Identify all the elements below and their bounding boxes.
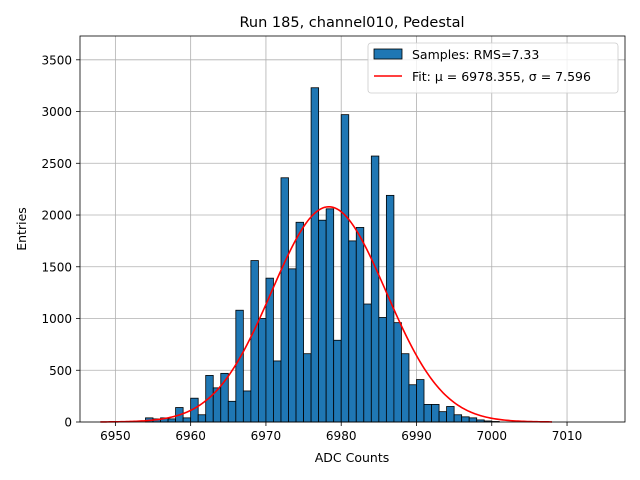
histogram-bar (393, 322, 402, 423)
histogram-bar (310, 87, 320, 423)
legend-histogram-label: Samples: RMS=7.33 (412, 47, 539, 62)
histogram-bar (348, 240, 357, 423)
histogram-bar (227, 400, 237, 423)
legend-bar-swatch (373, 48, 403, 60)
histogram-bar (280, 177, 289, 423)
histogram-bar (325, 208, 335, 423)
histogram-bar (401, 353, 410, 423)
y-axis-ticks: 0 500 1000 1500 2000 2500 3000 3500 (41, 53, 80, 430)
y-axis-label: Entries (14, 207, 29, 251)
histogram-bar (333, 339, 342, 423)
y-tick-label: 2500 (41, 157, 72, 171)
legend-box (367, 42, 619, 94)
histogram-bar (355, 227, 365, 423)
y-tick-label: 1000 (41, 312, 72, 326)
histogram-bar (461, 416, 470, 423)
histogram-bar (378, 317, 387, 423)
histogram-bar (416, 379, 425, 423)
histogram-bar (370, 155, 380, 423)
histogram-bar (468, 417, 478, 423)
histogram-bar (303, 353, 312, 423)
histogram-bar (318, 219, 327, 423)
y-tick-label: 3000 (41, 105, 72, 119)
histogram-bar (408, 384, 417, 423)
histogram-bar (167, 418, 177, 423)
x-tick-label: 6960 (175, 429, 206, 443)
histogram-bar (438, 411, 447, 423)
x-tick-label: 6950 (100, 429, 131, 443)
histogram-bar (288, 268, 297, 423)
histogram-bar (242, 390, 252, 423)
histogram-bar (273, 360, 282, 423)
histogram-bar (265, 277, 274, 423)
axes-frame (79, 35, 626, 423)
histogram-bar (258, 318, 267, 423)
histogram-bar (250, 260, 259, 423)
legend: Samples: RMS=7.33 Fit: μ = 6978.355, σ =… (367, 42, 619, 94)
histogram-bar (363, 303, 372, 423)
chart-title: Run 185, channel010, Pedestal (239, 15, 464, 31)
x-axis-label: ADC Counts (315, 450, 390, 465)
x-tick-label: 7000 (476, 429, 507, 443)
histogram-bar (423, 404, 432, 423)
histogram-bar (205, 375, 214, 423)
x-tick-label: 7010 (552, 429, 583, 443)
y-tick-label: 500 (49, 364, 72, 378)
histogram-bar (197, 414, 207, 423)
histogram-bar (431, 404, 440, 423)
x-tick-label: 6970 (251, 429, 282, 443)
x-tick-label: 6980 (326, 429, 357, 443)
histogram-bar (340, 114, 350, 423)
histogram-bar (453, 414, 463, 423)
histogram-bar (235, 309, 244, 423)
y-tick-label: 3500 (41, 53, 72, 67)
legend-fit-label: Fit: μ = 6978.355, σ = 7.596 (412, 69, 591, 84)
x-axis-ticks: 6950 6960 6970 6980 6990 7000 7010 (100, 422, 582, 443)
y-tick-label: 2000 (41, 209, 72, 223)
histogram-bar (446, 406, 455, 423)
x-tick-label: 6990 (401, 429, 432, 443)
y-tick-label: 1500 (41, 260, 72, 274)
histogram-bar (295, 221, 304, 423)
histogram-bar (182, 417, 192, 423)
fit-curve (100, 205, 552, 423)
y-tick-label: 0 (64, 416, 72, 430)
